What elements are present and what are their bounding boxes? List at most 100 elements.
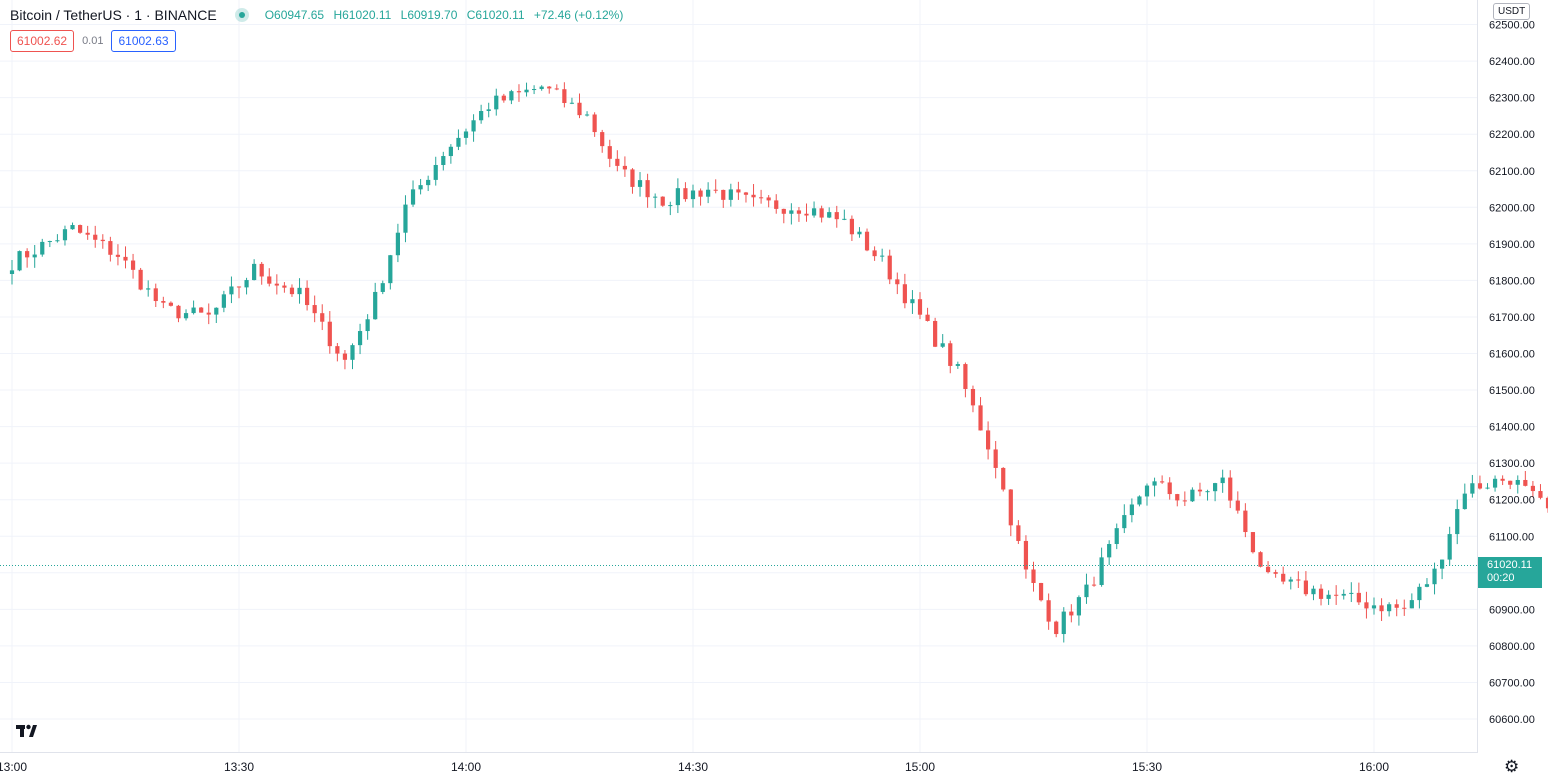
tradingview-logo-icon[interactable]	[14, 718, 40, 749]
candle	[395, 223, 400, 263]
candle	[948, 340, 953, 374]
candle-body	[1023, 540, 1029, 570]
candle-body	[1175, 494, 1180, 501]
candle	[842, 209, 847, 221]
candle-body	[1122, 515, 1127, 529]
candle	[108, 236, 113, 262]
candle-body	[1341, 593, 1346, 596]
candle	[1054, 620, 1059, 638]
last-price-label: 61020.11 00:20	[1478, 557, 1542, 588]
candle	[320, 304, 325, 331]
candle-body	[463, 131, 469, 138]
candle-body	[1008, 489, 1013, 526]
candle-body	[1500, 478, 1505, 481]
candle	[675, 178, 680, 214]
candle-body	[312, 305, 317, 314]
candle-body	[1470, 483, 1475, 494]
candle	[1356, 582, 1361, 605]
candle	[917, 292, 923, 320]
candle	[25, 248, 30, 268]
candle	[1334, 585, 1339, 605]
candle-body	[653, 196, 658, 198]
x-tick-label: 14:00	[451, 760, 481, 774]
candle	[600, 129, 605, 153]
candle-body	[479, 111, 484, 121]
candle	[47, 240, 52, 248]
candle	[168, 301, 173, 307]
candle	[584, 111, 590, 117]
candle	[199, 306, 204, 313]
candle	[766, 195, 771, 208]
candles	[9, 82, 1548, 643]
candle-body	[955, 364, 960, 366]
last-price-value: 61020.11	[1487, 559, 1533, 571]
candle	[1387, 602, 1392, 617]
candle	[547, 86, 552, 94]
candle	[1492, 475, 1498, 492]
bar-countdown: 00:20	[1487, 572, 1515, 584]
candle	[554, 84, 559, 91]
candle-body	[1258, 552, 1263, 567]
y-tick-label: 62400.00	[1489, 56, 1535, 68]
candle	[615, 150, 620, 172]
candle-body	[592, 114, 597, 133]
candle	[373, 282, 378, 320]
candle	[728, 183, 733, 207]
candle-body	[834, 212, 839, 220]
candle	[486, 102, 491, 118]
candle-body	[1356, 592, 1361, 603]
candle-body	[441, 156, 446, 165]
close-label: C	[466, 8, 476, 22]
currency-badge[interactable]: USDT	[1493, 3, 1531, 20]
candle-body	[1447, 534, 1452, 560]
candle-body	[933, 320, 938, 347]
sell-button[interactable]: 61002.62	[10, 30, 75, 52]
candle	[479, 104, 484, 124]
candle	[532, 85, 537, 95]
candle-body	[751, 194, 756, 198]
candle	[494, 88, 499, 116]
y-tick-label: 61400.00	[1489, 422, 1535, 434]
candle	[1455, 499, 1460, 545]
y-tick-label: 61200.00	[1489, 495, 1535, 507]
candle	[267, 268, 272, 287]
candle	[1023, 535, 1029, 579]
candle-body	[1038, 582, 1044, 601]
candle-body	[1144, 485, 1150, 497]
candle-body	[47, 241, 52, 243]
candle	[1394, 599, 1399, 617]
candle	[221, 290, 226, 313]
candle-body	[206, 312, 211, 315]
candle-body	[645, 180, 650, 198]
candle-body	[1213, 483, 1218, 492]
candle	[690, 184, 696, 208]
candle-body	[577, 102, 582, 116]
gear-icon[interactable]: ⚙	[1504, 757, 1520, 776]
y-tick-label: 61800.00	[1489, 275, 1535, 287]
symbol-title[interactable]: Bitcoin / TetherUS · 1 · BINANCE	[10, 7, 217, 23]
candle-body	[849, 218, 854, 235]
high-value: 61020.11	[342, 8, 392, 22]
candle-body	[494, 95, 499, 110]
price-axis: 60600.0060700.0060800.0060900.0061000.00…	[1489, 20, 1535, 726]
candle-body	[880, 255, 885, 257]
candle	[1523, 470, 1528, 487]
open-label: O	[264, 8, 275, 22]
y-tick-label: 62500.00	[1489, 20, 1535, 32]
candle-body	[410, 189, 416, 205]
candle-body	[539, 86, 544, 90]
candle-body	[1371, 605, 1377, 609]
y-tick-label: 61600.00	[1489, 349, 1535, 361]
candle-body	[1311, 588, 1316, 595]
candle-body	[728, 189, 733, 200]
candle	[1409, 593, 1414, 609]
buy-button[interactable]: 61002.63	[111, 30, 176, 52]
candle-body	[554, 88, 559, 90]
candle-body	[1235, 500, 1240, 511]
candle	[864, 228, 870, 252]
candle-body	[1523, 479, 1528, 486]
candle	[1258, 551, 1263, 568]
candle-body	[1076, 597, 1081, 616]
candle	[1152, 477, 1157, 497]
